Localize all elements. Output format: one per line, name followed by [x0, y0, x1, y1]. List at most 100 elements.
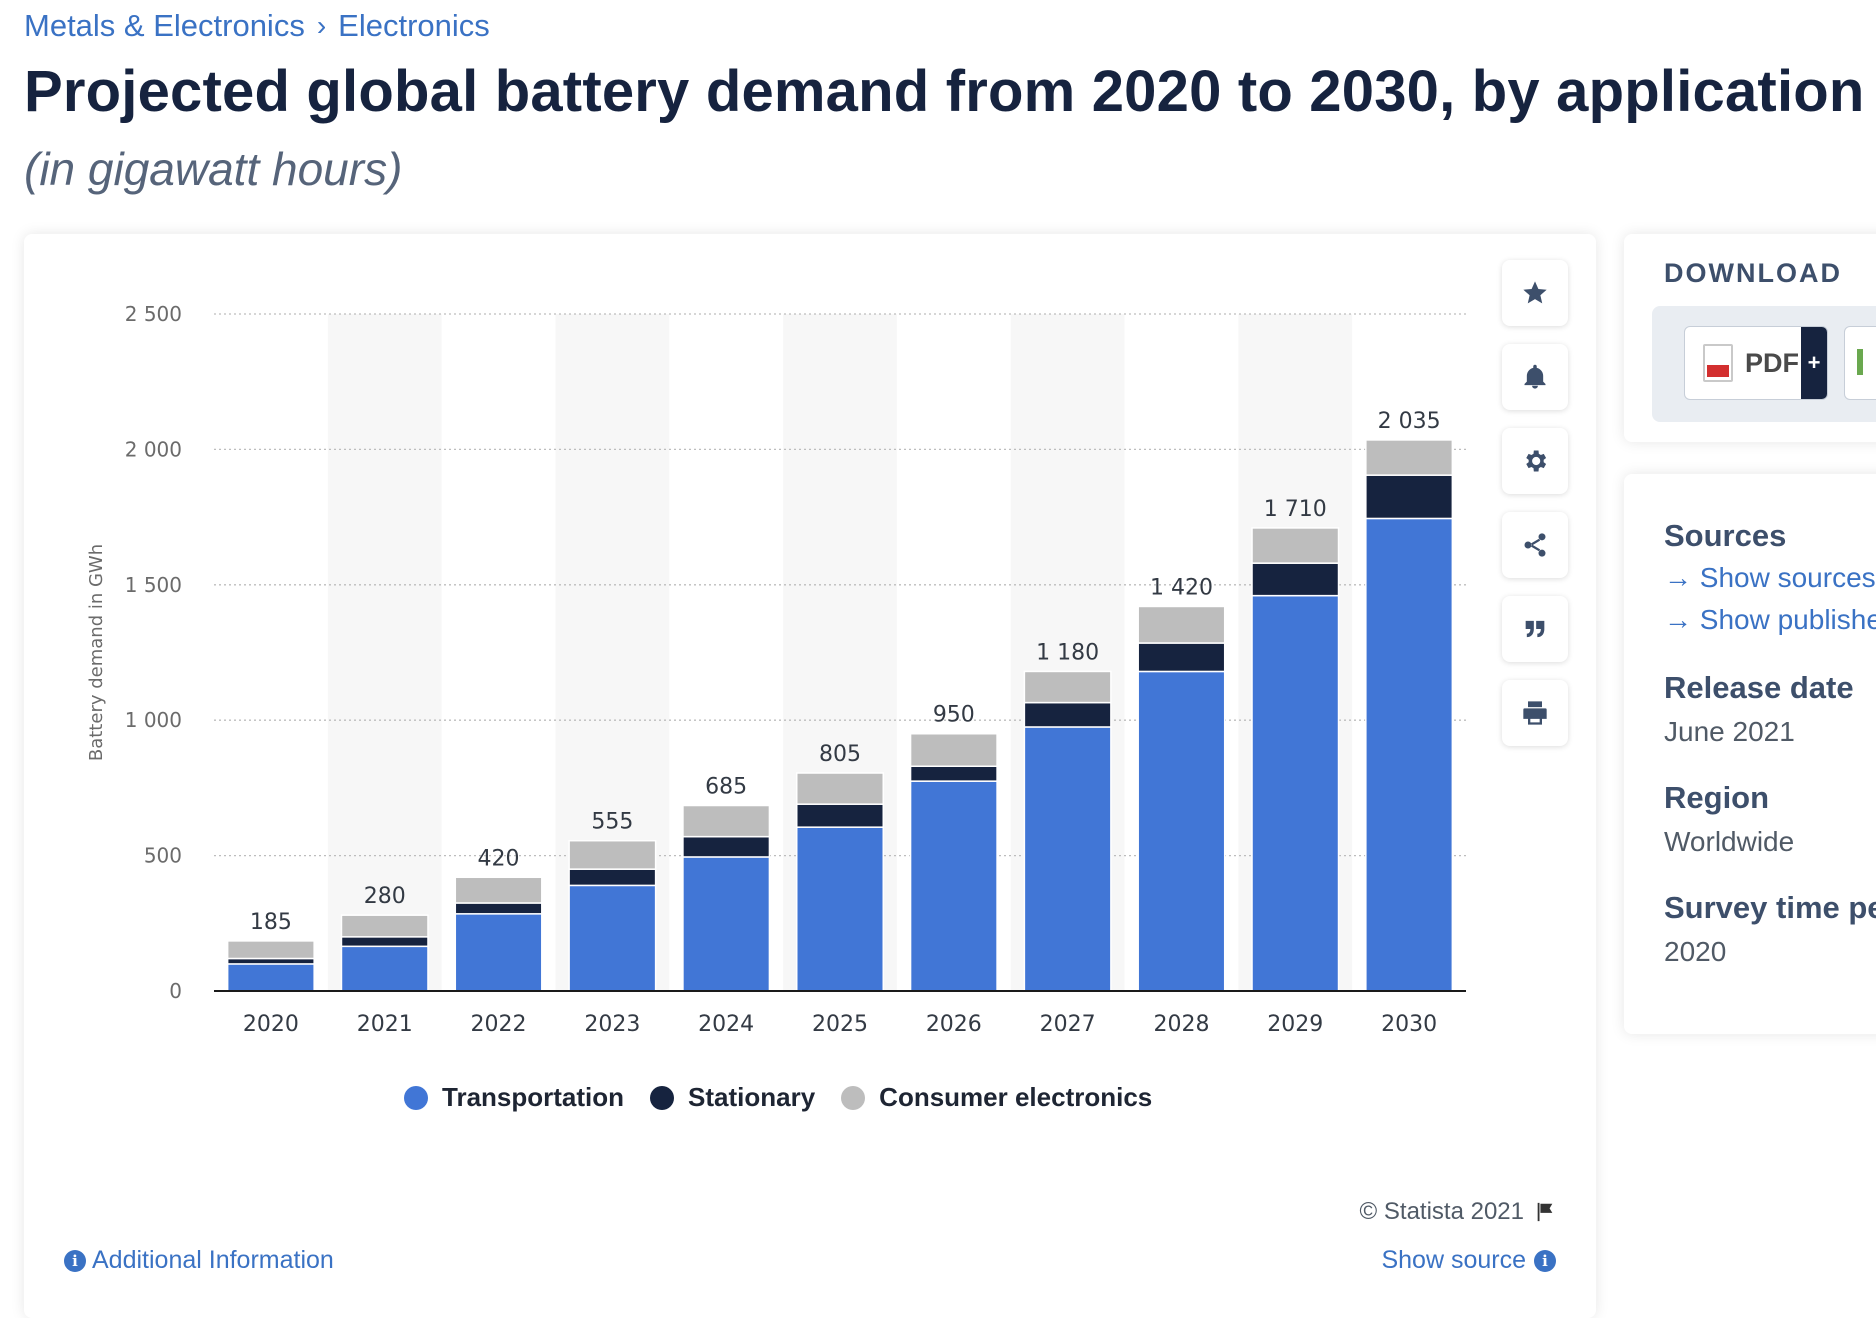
legend-item-transportation[interactable]: Transportation — [404, 1082, 624, 1113]
x-tick-label: 2027 — [1040, 1012, 1096, 1037]
x-tick-label: 2022 — [471, 1012, 527, 1037]
data-label-total: 805 — [819, 742, 861, 767]
x-tick-label: 2028 — [1153, 1012, 1209, 1037]
breadcrumb-item-metals-electronics[interactable]: Metals & Electronics — [24, 8, 305, 43]
show-sources-link[interactable]: → Show sources — [1664, 562, 1876, 593]
legend-label-stationary: Stationary — [688, 1082, 816, 1112]
bar-consumer-electronics — [682, 804, 771, 838]
show-publisher-link[interactable]: → Show publishe — [1664, 604, 1876, 636]
bar-consumer-electronics — [568, 839, 657, 870]
chart-card: 0 500 1 000 1 500 2 000 2 500 Battery demand i… — [24, 234, 1596, 1318]
download-card: DOWNLOAD PDF + — [1624, 234, 1876, 442]
x-tick-label: 2029 — [1267, 1012, 1323, 1037]
bar-transportation — [226, 963, 315, 992]
show-sources-label: Show sources — [1699, 562, 1876, 593]
bar-stationary — [340, 936, 429, 948]
data-label-total: 555 — [591, 810, 633, 835]
page-subtitle: (in gigawatt hours) — [24, 143, 403, 195]
legend-dot-transportation — [404, 1085, 428, 1110]
bar-consumer-electronics — [340, 914, 429, 938]
sources-heading: Sources — [1664, 518, 1787, 553]
show-source-link[interactable]: Show source i — [1381, 1246, 1556, 1275]
bar-transportation — [909, 780, 998, 992]
x-tick-label: 2030 — [1381, 1012, 1437, 1037]
legend-dot-stationary — [650, 1085, 675, 1110]
bar-consumer-electronics — [1365, 439, 1454, 476]
show-publisher-label: Show publishe — [1699, 604, 1876, 635]
legend-label-consumer-electronics: Consumer electronics — [879, 1082, 1153, 1112]
x-tick-label: 2025 — [812, 1012, 868, 1037]
info-icon: i — [1534, 1249, 1556, 1272]
x-tick-label: 2021 — [357, 1012, 413, 1037]
data-label-total: 280 — [364, 884, 406, 909]
copyright: © Statista 2021 — [1360, 1198, 1556, 1226]
y-tick-label: 500 — [144, 844, 182, 868]
bar-transportation — [340, 945, 429, 992]
plus-icon: + — [1801, 327, 1827, 399]
legend-label-transportation: Transportation — [442, 1082, 625, 1112]
notification-button[interactable] — [1502, 344, 1568, 410]
survey-time-value: 2020 — [1664, 936, 1727, 967]
bar-transportation — [1023, 726, 1112, 992]
share-button[interactable] — [1502, 512, 1568, 578]
download-pdf-button[interactable]: PDF + — [1684, 326, 1828, 400]
gear-icon — [1526, 450, 1547, 472]
data-label-total: 2 035 — [1378, 409, 1441, 434]
bar-consumer-electronics — [226, 940, 315, 960]
column-band — [327, 314, 442, 991]
data-label-total: 1 420 — [1150, 575, 1213, 600]
bar-stationary — [568, 868, 657, 887]
pdf-file-icon — [1703, 344, 1733, 382]
y-tick-label: 1 000 — [125, 708, 182, 732]
page-title: Projected global battery demand from 202… — [24, 59, 1865, 124]
legend-item-consumer-electronics[interactable]: Consumer electronics — [841, 1082, 1152, 1113]
bar-transportation — [1365, 517, 1454, 992]
legend-item-stationary[interactable]: Stationary — [650, 1082, 815, 1113]
bar-consumer-electronics — [454, 876, 543, 904]
download-title: DOWNLOAD — [1664, 258, 1842, 288]
data-label-total: 685 — [705, 775, 747, 800]
y-axis-title: Battery demand in GWh — [86, 544, 107, 761]
bar-consumer-electronics — [909, 732, 998, 767]
settings-button[interactable] — [1502, 428, 1568, 494]
bar-consumer-electronics — [1251, 527, 1340, 564]
release-date-heading: Release date — [1664, 670, 1854, 705]
bar-stationary — [1023, 701, 1112, 728]
breadcrumb-separator: › — [316, 10, 327, 41]
bar-stationary — [795, 803, 885, 828]
download-xls-button[interactable] — [1844, 326, 1876, 400]
bar-stationary — [1365, 474, 1454, 520]
additional-information-link[interactable]: i Additional Information — [64, 1246, 334, 1275]
share-icon — [1524, 533, 1546, 557]
quote-icon — [1525, 620, 1545, 638]
bar-stationary — [226, 957, 315, 965]
print-button[interactable] — [1502, 680, 1568, 746]
bell-icon — [1524, 364, 1546, 389]
favorite-button[interactable] — [1502, 260, 1568, 326]
x-tick-label: 2020 — [243, 1012, 299, 1037]
data-label-total: 420 — [478, 846, 520, 871]
data-label-total: 1 180 — [1036, 640, 1099, 665]
y-tick-label: 0 — [169, 979, 182, 1003]
breadcrumb: Metals & Electronics › Electronics — [24, 8, 490, 44]
breadcrumb-item-electronics[interactable]: Electronics — [338, 8, 490, 43]
bar-transportation — [568, 884, 657, 992]
pdf-label: PDF — [1745, 347, 1799, 378]
bar-consumer-electronics — [1137, 605, 1226, 644]
data-label-total: 185 — [250, 910, 292, 935]
x-tick-label: 2024 — [698, 1012, 754, 1037]
copyright-text: © Statista 2021 — [1359, 1198, 1524, 1225]
info-icon: i — [64, 1249, 86, 1272]
meta-card: Sources → Show sources → Show publishe R… — [1624, 474, 1876, 1034]
region-heading: Region — [1664, 780, 1770, 815]
bar-consumer-electronics — [795, 772, 885, 805]
x-tick-label: 2026 — [926, 1012, 982, 1037]
x-tick-label: 2023 — [584, 1012, 640, 1037]
bar-transportation — [795, 826, 885, 992]
additional-information-label: Additional Information — [92, 1246, 334, 1274]
flag-icon[interactable] — [1534, 1201, 1556, 1223]
bar-transportation — [1251, 594, 1340, 992]
cite-button[interactable] — [1502, 596, 1568, 662]
show-source-label: Show source — [1381, 1246, 1526, 1274]
y-tick-label: 1 500 — [125, 573, 182, 597]
